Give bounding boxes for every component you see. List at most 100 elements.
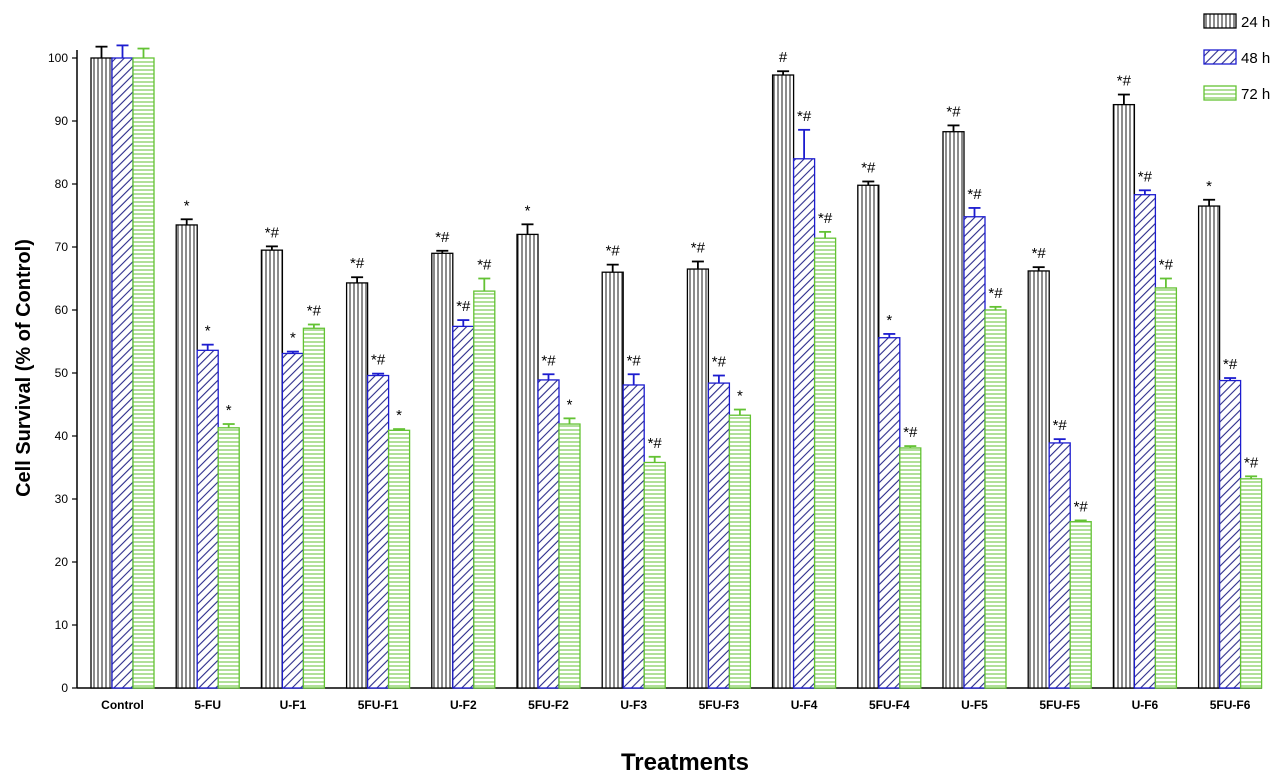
bar-5FU-F1-48h xyxy=(366,374,390,689)
bar-U-F1-72h xyxy=(302,327,326,689)
y-tick-label: 50 xyxy=(55,366,69,380)
bar-5FU-F5-24h xyxy=(1027,270,1050,689)
significance-marker: *# xyxy=(1053,417,1068,434)
bar-5FU-F1-72h xyxy=(387,429,411,689)
category-label: 5FU-F5 xyxy=(1039,698,1080,712)
significance-marker: *# xyxy=(861,159,876,176)
significance-marker: * xyxy=(396,407,402,424)
significance-marker: *# xyxy=(627,352,642,369)
bar-5FU-F4-72h xyxy=(899,447,922,689)
category-label: Control xyxy=(101,698,144,712)
y-tick-label: 60 xyxy=(55,303,69,317)
category-label: U-F4 xyxy=(791,698,818,712)
bar-Control-24h xyxy=(90,57,113,689)
category-label: U-F6 xyxy=(1132,698,1159,712)
bar-5FU-F3-24h xyxy=(686,268,710,689)
bar-U-F5-72h xyxy=(984,309,1007,689)
significance-marker: * xyxy=(1206,178,1212,195)
bar-5FU-F4-48h xyxy=(878,337,901,689)
bar-5FU-F6-24h xyxy=(1197,205,1221,689)
bar-5FU-F2-72h xyxy=(558,423,581,689)
significance-marker: *# xyxy=(371,352,386,369)
significance-marker: *# xyxy=(1244,454,1259,471)
y-tick-label: 100 xyxy=(48,51,68,65)
bar-5-FU-24h xyxy=(175,224,198,689)
significance-marker: *# xyxy=(350,255,365,272)
significance-marker: *# xyxy=(903,424,918,441)
bar-5FU-F5-72h xyxy=(1069,521,1092,689)
y-tick-label: 80 xyxy=(55,177,69,191)
category-label: U-F2 xyxy=(450,698,477,712)
significance-marker: *# xyxy=(818,210,833,227)
bar-U-F2-24h xyxy=(431,252,454,689)
bar-U-F5-24h xyxy=(942,131,965,689)
y-tick-label: 10 xyxy=(55,618,69,632)
bar-5FU-F6-72h xyxy=(1239,478,1263,689)
bar-U-F4-48h xyxy=(792,158,816,689)
y-tick-label: 0 xyxy=(61,681,68,695)
bars xyxy=(90,57,1263,689)
y-tick-label: 20 xyxy=(55,555,69,569)
x-axis-title: Treatments xyxy=(621,749,749,772)
bar-5FU-F3-72h xyxy=(728,414,752,689)
y-axis-title: Cell Survival (% of Control) xyxy=(13,239,35,497)
bar-5FU-F2-48h xyxy=(537,379,560,689)
bar-5FU-F3-48h xyxy=(707,382,731,689)
y-tick-label: 90 xyxy=(55,114,69,128)
bar-U-F2-48h xyxy=(452,325,475,689)
significance-marker: *# xyxy=(477,257,492,274)
bar-5FU-F4-24h xyxy=(857,184,880,689)
error-bars xyxy=(95,44,1258,522)
significance-marker: *# xyxy=(307,302,322,319)
bar-U-F3-72h xyxy=(643,461,666,689)
significance-marker: * xyxy=(525,202,531,219)
bar-5-FU-48h xyxy=(196,349,219,689)
bar-U-F6-24h xyxy=(1112,103,1136,689)
category-label: 5FU-F1 xyxy=(358,698,399,712)
significance-marker: * xyxy=(184,197,190,214)
significance-marker: * xyxy=(567,396,573,413)
legend-swatch-24h xyxy=(1203,13,1237,29)
category-label: U-F1 xyxy=(280,698,307,712)
significance-marker: * xyxy=(205,323,211,340)
significance-marker: * xyxy=(290,330,296,347)
legend-swatch-72h xyxy=(1203,85,1237,101)
bar-U-F4-72h xyxy=(813,237,837,689)
significance-marker: * xyxy=(737,388,743,405)
category-label: 5FU-F4 xyxy=(869,698,910,712)
significance-marker: *# xyxy=(1159,257,1174,274)
bar-5-FU-72h xyxy=(217,427,240,689)
significance-markers: * * * *# * *# *# *# * *# *# *# * *# * *# *# *# *# *# *# *# *# *… xyxy=(184,49,1259,515)
significance-marker: * xyxy=(886,312,892,329)
significance-marker: *# xyxy=(265,224,280,241)
bar-U-F1-24h xyxy=(260,249,284,689)
bar-5FU-F2-24h xyxy=(516,233,539,689)
significance-marker: *# xyxy=(946,103,961,120)
significance-marker: *# xyxy=(691,239,706,256)
category-label: 5FU-F6 xyxy=(1210,698,1251,712)
significance-marker: *# xyxy=(1117,73,1132,90)
legend-label: 48 h xyxy=(1241,50,1270,67)
significance-marker: * xyxy=(226,402,232,419)
significance-marker: *# xyxy=(1032,245,1047,262)
significance-marker: *# xyxy=(435,229,450,246)
bar-5FU-F1-24h xyxy=(345,282,369,689)
significance-marker: *# xyxy=(606,243,621,260)
y-axis-ticks: 0 10 20 30 40 50 60 70 80 90 100 xyxy=(48,51,77,695)
significance-marker: *# xyxy=(988,285,1003,302)
significance-marker: *# xyxy=(1138,168,1153,185)
legend-swatch-48h xyxy=(1203,49,1237,65)
significance-marker: *# xyxy=(1074,498,1089,515)
bar-U-F5-48h xyxy=(963,216,986,689)
significance-marker: *# xyxy=(1223,356,1238,373)
bar-Control-48h xyxy=(111,57,134,689)
category-label: U-F3 xyxy=(620,698,647,712)
bar-U-F6-48h xyxy=(1133,194,1157,689)
bar-U-F6-72h xyxy=(1154,287,1178,689)
significance-marker: *# xyxy=(648,435,663,452)
y-tick-label: 40 xyxy=(55,429,69,443)
category-label: 5FU-F2 xyxy=(528,698,569,712)
bar-U-F3-48h xyxy=(622,384,645,689)
